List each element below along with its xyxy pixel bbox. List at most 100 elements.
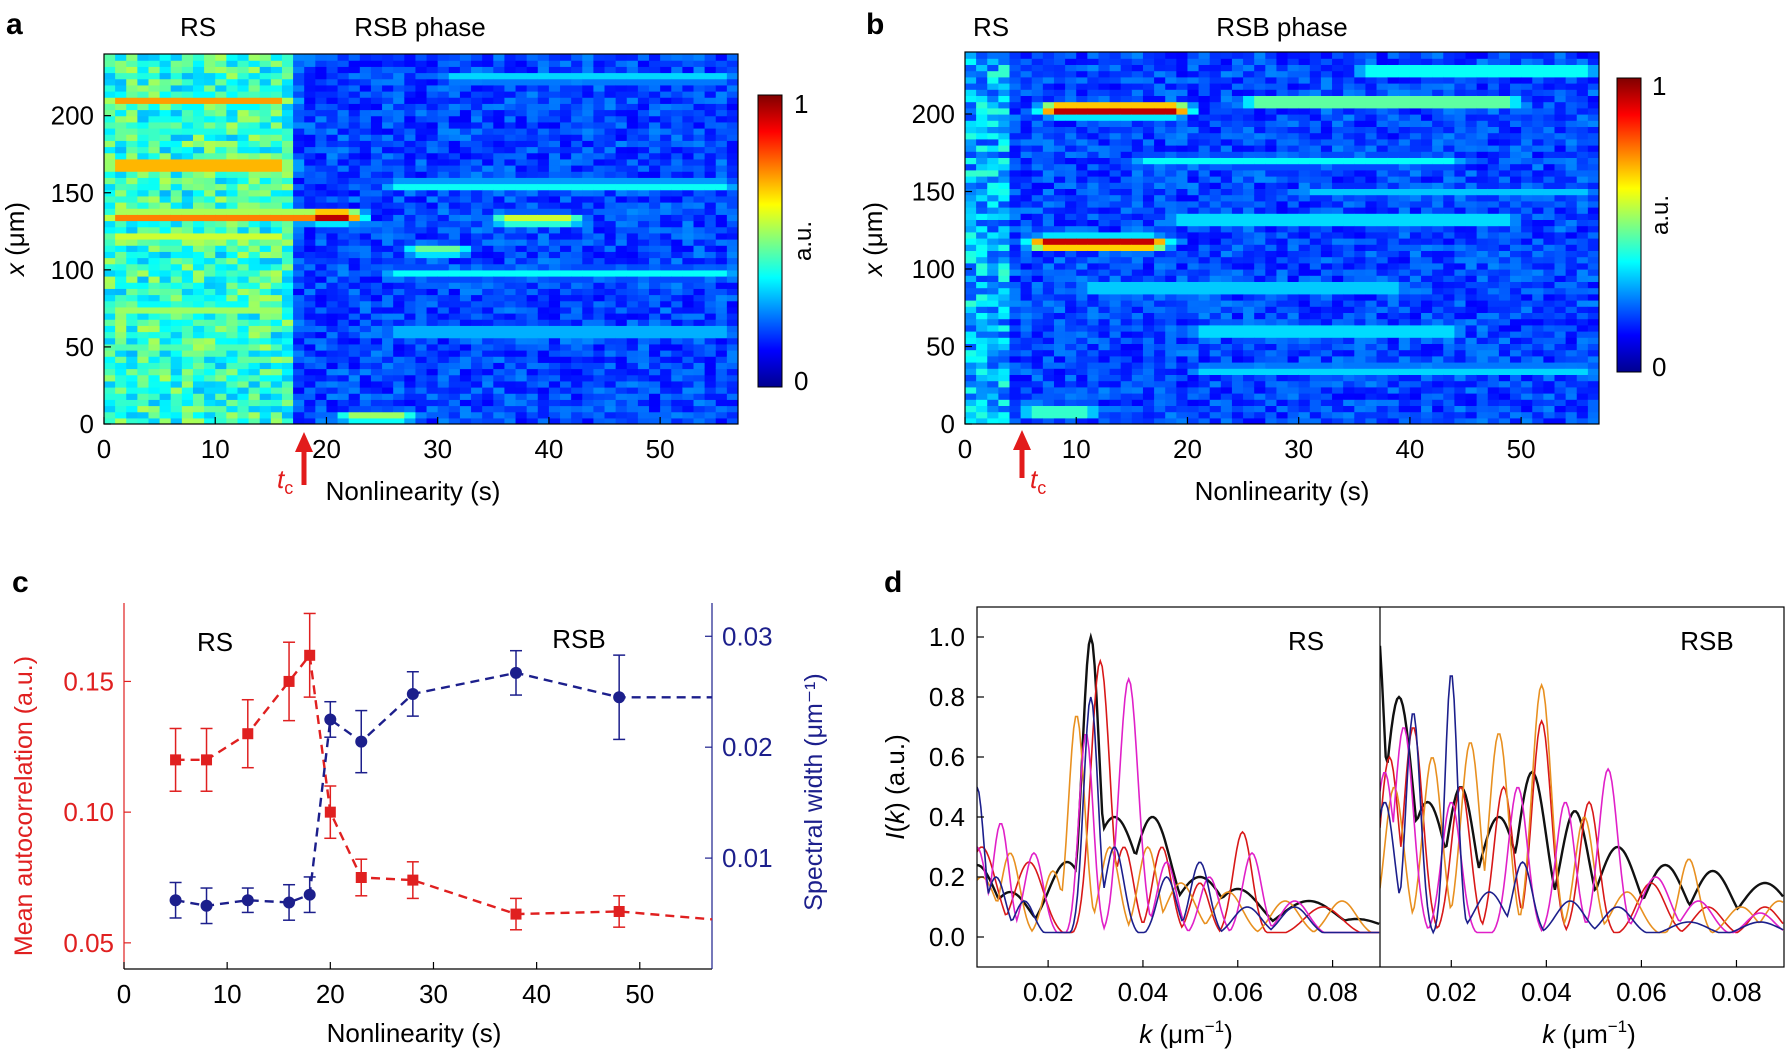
heatmap-cell — [965, 405, 977, 413]
heatmap-cell — [1142, 101, 1155, 109]
heatmap-cell — [515, 325, 528, 333]
heatmap-cell — [560, 226, 572, 234]
heatmap-cell — [370, 288, 383, 296]
heatmap-cell — [104, 411, 116, 419]
heatmap-cell — [192, 134, 205, 141]
heatmap-cell — [1120, 157, 1133, 165]
heatmap-cell — [393, 140, 405, 148]
heatmap-cell — [393, 115, 405, 123]
heatmap-cell — [649, 226, 661, 234]
heatmap-cell — [281, 195, 294, 203]
heatmap-cell — [359, 60, 372, 67]
heatmap-cell — [1109, 417, 1122, 424]
heatmap-cell — [626, 226, 639, 234]
heatmap-cell — [304, 140, 316, 148]
heatmap-cell — [1031, 58, 1044, 65]
heatmap-cell — [682, 158, 695, 166]
heatmap-cell — [170, 417, 183, 424]
heatmap-cell — [293, 313, 305, 320]
heatmap-cell — [159, 140, 172, 148]
heatmap-cell — [482, 202, 494, 209]
heatmap-cell — [270, 239, 283, 246]
heatmap-cell — [965, 163, 977, 171]
heatmap-cell — [671, 220, 683, 228]
heatmap-cell — [337, 152, 350, 160]
heatmap-cell — [1087, 157, 1100, 165]
heatmap-cell — [181, 276, 194, 283]
heatmap-cell — [426, 60, 439, 67]
heatmap-cell — [604, 177, 617, 185]
heatmap-cell — [593, 374, 606, 382]
heatmap-cell — [571, 60, 583, 67]
heatmap-cell — [148, 350, 161, 357]
heatmap-cell — [1042, 405, 1055, 413]
heatmap-cell — [1187, 380, 1200, 388]
heatmap-cell — [560, 158, 572, 166]
heatmap-cell — [259, 294, 272, 302]
heatmap-cell — [548, 288, 561, 296]
heatmap-cell — [1243, 343, 1255, 351]
heatmap-cell — [704, 177, 717, 185]
heatmap-cell — [1009, 176, 1022, 183]
heatmap-cell — [370, 282, 383, 289]
heatmap-cell — [270, 158, 283, 166]
heatmap-cell — [571, 97, 583, 104]
heatmap-b — [965, 52, 1599, 424]
heatmap-cell — [1042, 331, 1055, 338]
heatmap-cell — [426, 91, 439, 98]
heatmap-cell — [560, 103, 572, 111]
heatmap-cell — [170, 84, 183, 92]
heatmap-cell — [682, 368, 695, 376]
heatmap-cell — [215, 306, 227, 314]
heatmap-cell — [1142, 275, 1155, 282]
heatmap-cell — [1009, 287, 1022, 295]
heatmap-cell — [181, 319, 194, 326]
heatmap-cell — [1009, 114, 1022, 121]
heatmap-cell — [226, 399, 239, 407]
heatmap-cell — [626, 263, 639, 271]
heatmap-cell — [426, 276, 439, 283]
heatmap-cell — [548, 84, 561, 92]
heatmap-cell — [682, 282, 695, 289]
heatmap-cell — [693, 411, 706, 419]
heatmap-cell — [987, 52, 999, 59]
heatmap-cell — [1053, 89, 1066, 96]
heatmap-cell — [159, 109, 172, 117]
heatmap-cell — [682, 146, 695, 154]
heatmap-cell — [726, 202, 738, 209]
heatmap-cell — [965, 349, 977, 357]
heatmap-cell — [1131, 151, 1144, 158]
heatmap-cell — [493, 313, 506, 320]
heatmap-cell — [215, 368, 227, 376]
heatmap-cell — [537, 195, 550, 203]
heatmap-cell — [192, 331, 205, 339]
heatmap-cell — [615, 343, 628, 351]
heatmap-cell — [660, 374, 672, 382]
heatmap-cell — [248, 220, 261, 228]
heatmap-cell — [448, 121, 461, 129]
heatmap-cell — [571, 103, 583, 111]
heatmap-cell — [1053, 312, 1066, 320]
heatmap-cell — [348, 251, 361, 259]
heatmap-cell — [637, 356, 650, 363]
heatmap-cell — [649, 251, 661, 259]
heatmap-cell — [493, 362, 506, 370]
heatmap-cell — [504, 350, 517, 357]
heatmap-cell — [671, 300, 683, 308]
heatmap-cell — [515, 103, 528, 111]
heatmap-cell — [181, 387, 194, 394]
heatmap-cell — [1053, 207, 1066, 214]
heatmap-cell — [1187, 231, 1200, 239]
heatmap-cell — [976, 269, 988, 276]
heatmap-cell — [170, 72, 183, 80]
heatmap-cell — [1220, 256, 1233, 264]
heatmap-cell — [126, 350, 138, 357]
heatmap-cell — [1076, 337, 1088, 344]
heatmap-cell — [1209, 293, 1222, 301]
y-tick-label: 0 — [80, 409, 94, 439]
heatmap-cell — [1053, 374, 1066, 382]
heatmap-cell — [526, 374, 539, 382]
heatmap-cell — [1176, 337, 1189, 344]
heatmap-cell — [1220, 213, 1233, 220]
heatmap-cell — [1165, 231, 1177, 239]
